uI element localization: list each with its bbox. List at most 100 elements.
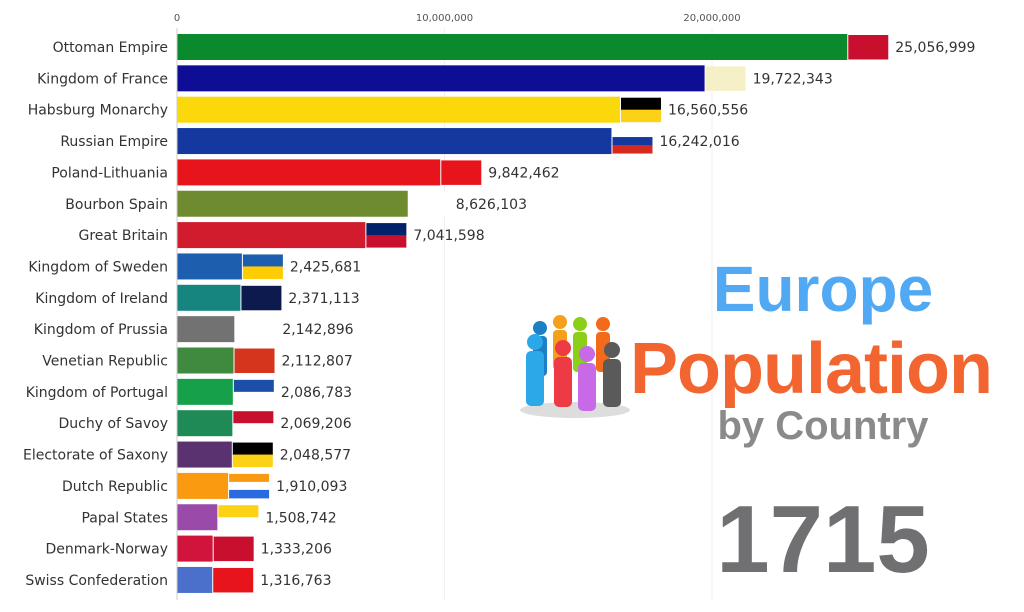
flag-icon [234, 348, 275, 373]
bar [177, 34, 848, 60]
category-label: Habsburg Monarchy [28, 103, 168, 119]
value-label: 16,560,556 [668, 103, 748, 119]
flag-stripe [229, 481, 270, 491]
flag-stripe [213, 567, 254, 581]
flag-icon [233, 379, 274, 405]
value-label: 2,142,896 [282, 322, 353, 338]
value-label: 16,242,016 [659, 134, 739, 150]
title-europe: Europe [712, 253, 934, 325]
value-label: 9,842,462 [488, 165, 559, 181]
flag-stripe [441, 172, 482, 185]
category-label: Poland-Lithuania [51, 165, 168, 181]
bar [177, 128, 612, 155]
flag-icon [612, 129, 653, 154]
bar [177, 222, 366, 249]
bar [177, 96, 620, 123]
flag-stripe [612, 137, 653, 146]
flag-icon [366, 223, 407, 248]
bar [177, 316, 235, 343]
bar [177, 190, 408, 217]
category-label: Kingdom of France [37, 71, 168, 87]
value-label: 2,371,113 [288, 291, 359, 307]
category-label: Papal States [81, 510, 168, 526]
category-label: Kingdom of Prussia [34, 322, 168, 338]
category-label: Duchy of Savoy [58, 416, 168, 432]
category-label: Swiss Confederation [25, 573, 168, 589]
value-label: 1,508,742 [265, 510, 336, 526]
flag-icon [408, 191, 449, 217]
flag-stripe [241, 285, 282, 299]
category-label: Kingdom of Sweden [28, 259, 168, 275]
bar [177, 472, 229, 499]
bar [177, 535, 213, 562]
flag-stripe [233, 423, 274, 436]
value-label: 1,333,206 [261, 542, 332, 558]
category-label: Venetian Republic [42, 354, 168, 370]
flag-stripe [242, 266, 283, 279]
flag-stripe [705, 66, 746, 79]
flag-icon [213, 536, 254, 562]
people-group-icon [520, 315, 630, 418]
category-label: Dutch Republic [62, 479, 168, 495]
flag-icon [241, 285, 282, 311]
flag-icon [705, 66, 746, 91]
flag-stripe [408, 203, 449, 217]
title-by-country: by Country [717, 404, 929, 448]
flag-stripe [234, 348, 275, 361]
category-label: Denmark-Norway [45, 542, 168, 558]
flag-stripe [232, 442, 273, 456]
value-label: 25,056,999 [895, 40, 975, 56]
value-label: 2,112,807 [282, 354, 353, 370]
flag-icon [233, 411, 274, 436]
value-label: 2,086,783 [281, 385, 352, 401]
value-label: 2,069,206 [280, 416, 351, 432]
flag-stripe [848, 35, 889, 48]
category-label: Great Britain [78, 228, 168, 244]
flag-stripe [242, 254, 283, 267]
bar [177, 410, 233, 437]
bar [177, 378, 233, 405]
flag-stripe [705, 78, 746, 91]
flag-stripe [848, 47, 889, 60]
value-label: 8,626,103 [456, 197, 527, 213]
bar [177, 347, 234, 374]
title-population: Population [630, 329, 993, 409]
flag-stripe [241, 297, 282, 311]
bar [177, 504, 218, 531]
flag-icon [213, 567, 254, 593]
category-label: Kingdom of Portugal [26, 385, 168, 401]
bar [177, 253, 242, 280]
flag-stripe [408, 191, 449, 205]
flag-icon [242, 254, 283, 279]
category-label: Ottoman Empire [53, 40, 168, 56]
x-tick-label: 10,000,000 [416, 13, 473, 24]
flag-stripe [234, 360, 275, 373]
flag-stripe [213, 536, 254, 550]
value-label: 19,722,343 [753, 71, 833, 87]
flag-stripe [218, 517, 259, 530]
year-label: 1715 [716, 486, 930, 593]
flag-icon [235, 317, 276, 342]
bar [177, 159, 441, 186]
flag-icon [441, 160, 482, 185]
value-label: 2,048,577 [280, 448, 351, 464]
flag-stripe [441, 160, 482, 173]
flag-stripe [612, 129, 653, 138]
bar [177, 441, 232, 468]
flag-stripe [233, 411, 274, 424]
flag-stripe [620, 109, 661, 123]
flag-stripe [213, 548, 254, 562]
value-label: 7,041,598 [413, 228, 484, 244]
flag-stripe [235, 329, 276, 342]
value-label: 2,425,681 [290, 259, 361, 275]
flag-icon [218, 505, 259, 530]
flag-stripe [233, 379, 274, 393]
value-label: 1,316,763 [260, 573, 331, 589]
flag-icon [229, 473, 270, 499]
flag-icon [848, 35, 889, 60]
flag-stripe [232, 454, 273, 468]
bar [177, 566, 213, 593]
category-label: Russian Empire [60, 134, 168, 150]
x-tick-label: 20,000,000 [683, 13, 740, 24]
